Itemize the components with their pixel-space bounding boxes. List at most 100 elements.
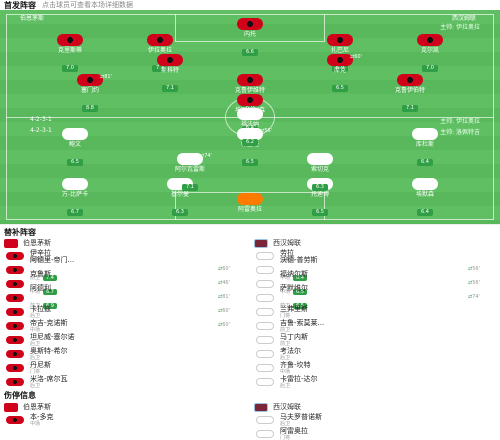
home-player[interactable]: ⇄60' 库克 6.5 bbox=[310, 54, 370, 93]
jersey-icon bbox=[256, 252, 274, 260]
player-rating: 6.6 bbox=[242, 49, 258, 56]
player-position: 门将 bbox=[30, 368, 41, 375]
jersey-icon bbox=[6, 336, 24, 344]
jersey-icon bbox=[256, 364, 274, 372]
jersey-icon bbox=[6, 322, 24, 330]
list-item[interactable]: 卡拉兹 后卫 ⇄60' bbox=[0, 305, 250, 319]
player-rating: 6.3 bbox=[312, 184, 328, 191]
home-player[interactable]: 扎巴尼 6.9 bbox=[310, 34, 370, 73]
player-name: 阿德里-帝门... bbox=[30, 256, 75, 264]
list-item[interactable]: 阿德里-帝门... 前卫 7.4 ⇄60' bbox=[0, 257, 250, 281]
home-subs-team: 伯恩茅斯 bbox=[0, 237, 250, 249]
list-item[interactable]: 帝吉-克诺斯 中场 ⇄60' bbox=[0, 319, 250, 333]
home-player[interactable]: 克尔凯 7.0 bbox=[400, 34, 460, 73]
list-item[interactable]: 考法尔 后卫 bbox=[250, 347, 500, 361]
player-name: 塞门约 bbox=[80, 87, 99, 94]
player-name: 马丁内斯 bbox=[280, 332, 308, 341]
player-position: 前卫 bbox=[280, 340, 291, 347]
sub-time: ⇄56' bbox=[468, 266, 480, 272]
list-item[interactable]: 阿雷奥拉 门将 bbox=[250, 427, 500, 440]
jersey-icon bbox=[62, 178, 88, 190]
list-item[interactable]: 坦尼威-塞尔诺 后卫 bbox=[0, 333, 250, 347]
team-badge-icon bbox=[4, 402, 18, 412]
jersey-icon bbox=[237, 108, 263, 120]
home-player[interactable]: 内托 6.6 bbox=[220, 18, 280, 57]
player-rating: 6.5 bbox=[312, 209, 328, 216]
sub-in-icon: ⇄ bbox=[218, 294, 223, 300]
player-rating: 6.7 bbox=[67, 209, 83, 216]
player-name: 奥斯特-希尔 bbox=[30, 346, 68, 355]
list-item[interactable]: 福纳尔斯 中场 6.5 ⇄56' bbox=[250, 271, 500, 295]
player-name: 沃德-普劳斯 bbox=[280, 256, 318, 264]
away-subs: 西汉姆联 劳拉 主教练 沃德-普劳斯 中场 6.4 ⇄56' 福纳尔斯 中场 6.5 ⇄56' 萨默… bbox=[250, 237, 500, 389]
player-position: 中场 bbox=[30, 326, 41, 333]
home-injuries-team: 伯恩茅斯 bbox=[0, 401, 250, 413]
bottom-penalty-box bbox=[175, 192, 325, 220]
list-item[interactable]: 吉鲁-索莫莱... 前卫 bbox=[250, 319, 500, 333]
jersey-icon bbox=[62, 128, 88, 140]
player-name: 克里斯蒂 bbox=[57, 47, 82, 54]
sub-event-label: ⇄81' bbox=[100, 74, 112, 80]
player-position: 中场 bbox=[280, 275, 291, 281]
list-item[interactable]: 马夫罗普诺斯 后卫 bbox=[250, 413, 500, 427]
jersey-icon bbox=[237, 94, 263, 106]
jersey-icon bbox=[6, 266, 24, 274]
away-player[interactable]: 阿雷奥拉6.6 bbox=[220, 193, 280, 224]
pitch: 伯恩茅斯 西汉姆联 主帅: 伊拉奥拉 4-2-3-1 4-2-3-1 主帅: 伊… bbox=[0, 10, 500, 224]
sub-time: ⇄56' bbox=[468, 280, 480, 286]
player-name: 福纳尔斯 bbox=[280, 270, 308, 278]
player-rating: 6.7 bbox=[43, 289, 57, 295]
away-player[interactable]: 埃默森 6.4 bbox=[395, 178, 455, 217]
player-position: 后卫 bbox=[30, 312, 41, 319]
player-rating: 6.4 bbox=[417, 159, 433, 166]
jersey-icon bbox=[256, 280, 274, 288]
list-item[interactable]: 伊辛拉 主教练 bbox=[0, 249, 250, 263]
list-item[interactable]: 萨默维尔 前卫 6.5 ⇄74' bbox=[250, 285, 500, 309]
player-position: 中场 bbox=[30, 289, 41, 295]
list-item[interactable]: 克鲁斯 中场 6.7 ⇄46' bbox=[0, 271, 250, 295]
home-player[interactable]: 伊拉奥拉 7.7 bbox=[130, 34, 190, 73]
player-rating: 6.5 bbox=[293, 303, 307, 309]
away-injuries-team-name: 西汉姆联 bbox=[273, 403, 301, 411]
home-player[interactable]: 克鲁伊伯特 7.1 bbox=[380, 74, 440, 113]
sub-in-icon: ⇄ bbox=[218, 280, 223, 286]
away-player[interactable]: 库杜斯 6.4 bbox=[395, 128, 455, 167]
player-name: 库克 bbox=[333, 67, 346, 74]
home-formation: 4-2-3-1 bbox=[30, 116, 52, 123]
list-item[interactable]: 齐鲁-坎特 中场 bbox=[250, 361, 500, 375]
player-position: 中场 bbox=[280, 289, 291, 295]
jersey-icon bbox=[6, 294, 24, 302]
list-item[interactable]: 劳拉 主教练 bbox=[250, 249, 500, 263]
player-name: 劳拉 bbox=[280, 248, 294, 257]
away-player[interactable]: 鲍文 6.5 bbox=[45, 128, 105, 167]
lineup-header: 首发阵容 点击球员可查看本场详细数据 bbox=[0, 0, 500, 10]
sub-time: ⇄60' bbox=[218, 322, 230, 328]
list-item[interactable]: 本-多克 中场 bbox=[0, 413, 250, 427]
player-position: 主教练 bbox=[280, 256, 296, 263]
away-player[interactable]: 万-比萨卡 6.7 bbox=[45, 178, 105, 217]
home-player[interactable]: 克里斯蒂 7.0 bbox=[40, 34, 100, 73]
list-item[interactable]: 卡雷拉-达尔 后卫 bbox=[250, 375, 500, 389]
player-rating: 8.8 bbox=[82, 105, 98, 112]
player-position: 主教练 bbox=[30, 256, 46, 263]
home-player[interactable]: 斯科特 7.1 bbox=[140, 54, 200, 93]
list-item[interactable]: 奥斯特-希尔 后卫 bbox=[0, 347, 250, 361]
away-player[interactable]: ⇄74' 阿尔瓦雷斯 7.1 bbox=[160, 153, 220, 192]
away-injuries-team: 西汉姆联 bbox=[250, 401, 500, 413]
home-player[interactable]: ⇄81' 塞门约 8.8 bbox=[60, 74, 120, 113]
player-name: 帝吉-克诺斯 bbox=[30, 318, 68, 327]
list-item[interactable]: 沃德-普劳斯 中场 6.4 ⇄56' bbox=[250, 257, 500, 281]
home-subs: 伯恩茅斯 伊辛拉 主教练 阿德里-帝门... 前卫 7.4 ⇄60' 克鲁斯 中场 6.7 ⇄46… bbox=[0, 237, 250, 389]
list-item[interactable]: 兰弗里斯 门将 bbox=[250, 305, 500, 319]
away-player[interactable]: 索切克 6.3 bbox=[290, 153, 350, 192]
list-item[interactable]: 米洛-席尔瓦 后卫 bbox=[0, 375, 250, 389]
list-item[interactable]: 马丁内斯 前卫 bbox=[250, 333, 500, 347]
player-position: 门将 bbox=[280, 434, 291, 440]
list-item[interactable]: 丹尼斯 门将 bbox=[0, 361, 250, 375]
list-item[interactable]: 阿德利 前卫 6.9 ⇄81' bbox=[0, 285, 250, 309]
player-position: 后卫 bbox=[30, 354, 41, 361]
player-rating: 6.5 bbox=[67, 159, 83, 166]
home-coach: 主帅: 伊拉奥拉 bbox=[440, 24, 480, 31]
away-subs-team-name: 西汉姆联 bbox=[273, 239, 301, 247]
away-player[interactable]: 福法纳 6.2 bbox=[220, 108, 280, 147]
